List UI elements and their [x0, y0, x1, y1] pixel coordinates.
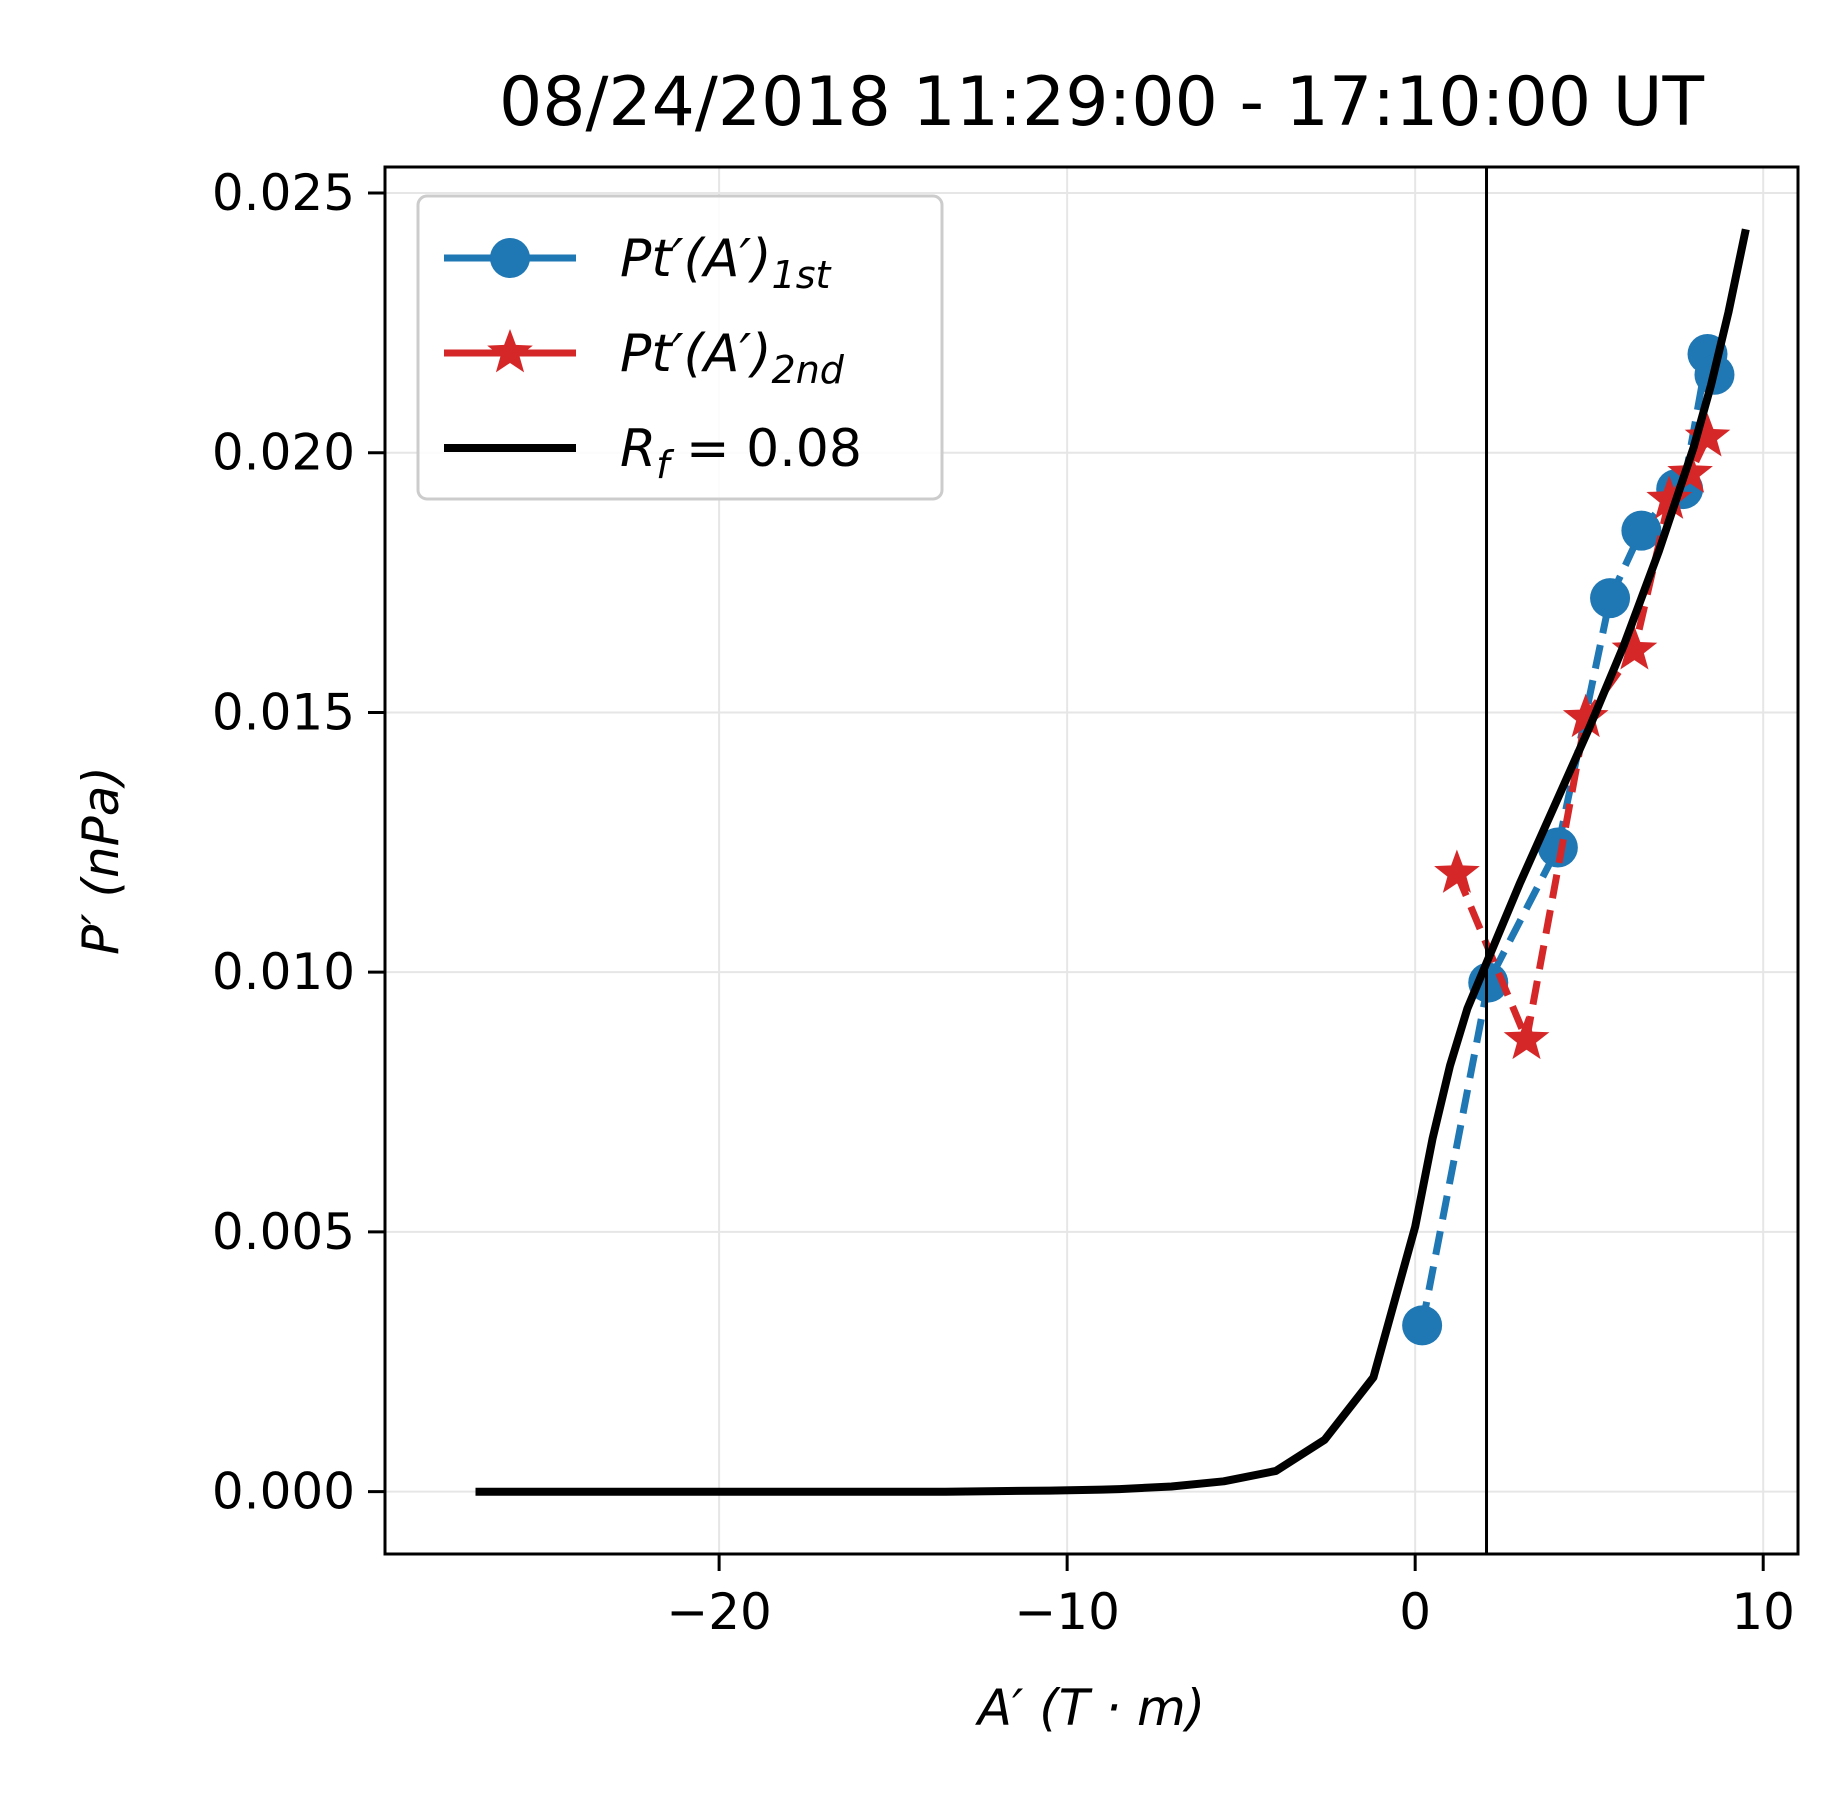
y-tick-label: 0.010 [212, 943, 355, 1001]
chart-title: 08/24/2018 11:29:00 - 17:10:00 UT [499, 63, 1705, 142]
legend: Pt′(A′)1st Pt′(A′)2nd Rf = 0.08 [416, 194, 944, 501]
plot-area [475, 167, 1750, 1554]
series-line-3 [475, 228, 1750, 1496]
data-point-1 [1621, 510, 1662, 551]
legend-marker-1 [490, 238, 530, 278]
data-point-2 [1503, 1015, 1550, 1060]
x-tick-label: 10 [1731, 1583, 1795, 1641]
data-point-2 [1562, 693, 1609, 738]
y-tick-label: 0.025 [212, 164, 355, 222]
data-point-2 [1611, 626, 1658, 670]
legend-box [416, 194, 944, 501]
legend-marker-2 [487, 329, 533, 373]
axis-ticks: −20 −10 0 10 0.000 0.005 0.010 0.015 0.020 0.025 [212, 164, 1795, 1641]
data-point-2 [1646, 475, 1693, 519]
legend-label-1: Pt′(A′)1st [620, 229, 832, 297]
y-axis-title: P′ (nPa) [72, 766, 130, 955]
x-axis-title: A′ (T · m) [975, 1679, 1205, 1737]
plot-frame [383, 165, 1800, 1556]
data-point-1 [1590, 578, 1631, 619]
data-point-1 [1402, 1305, 1443, 1346]
data-point-2 [1434, 849, 1480, 893]
y-tick-label: 0.000 [212, 1463, 355, 1521]
data-point-1 [1537, 827, 1578, 868]
legend-label-3: Rf = 0.08 [620, 419, 862, 487]
x-tick-label: −10 [1014, 1583, 1120, 1641]
y-tick-label: 0.015 [212, 683, 355, 741]
data-point-2 [1667, 449, 1713, 493]
legend-label-2: Pt′(A′)2nd [620, 324, 845, 392]
y-tick-label: 0.020 [212, 424, 355, 482]
x-tick-label: 0 [1399, 1583, 1431, 1641]
x-tick-label: −20 [666, 1583, 772, 1641]
data-point-2 [1684, 413, 1731, 457]
y-tick-label: 0.005 [212, 1203, 355, 1261]
